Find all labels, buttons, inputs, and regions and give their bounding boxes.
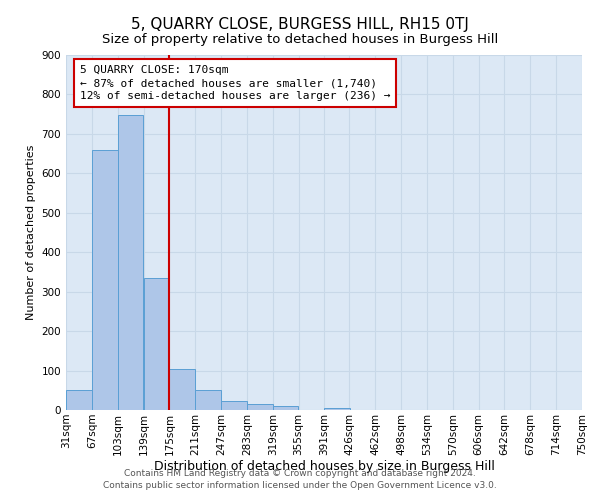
Bar (273, 406, 298, 410)
Text: 5, QUARRY CLOSE, BURGESS HILL, RH15 0TJ: 5, QUARRY CLOSE, BURGESS HILL, RH15 0TJ (131, 18, 469, 32)
Bar (247, 404, 272, 410)
Bar (118, 115, 143, 410)
Bar (169, 368, 195, 410)
Text: Contains HM Land Registry data © Crown copyright and database right 2024.
Contai: Contains HM Land Registry data © Crown c… (103, 468, 497, 490)
Bar (92, 150, 118, 410)
Bar (66, 390, 92, 410)
Y-axis label: Number of detached properties: Number of detached properties (26, 145, 36, 320)
Bar (221, 402, 247, 410)
Bar (195, 390, 221, 410)
X-axis label: Distribution of detached houses by size in Burgess Hill: Distribution of detached houses by size … (154, 460, 494, 473)
Text: 5 QUARRY CLOSE: 170sqm
← 87% of detached houses are smaller (1,740)
12% of semi-: 5 QUARRY CLOSE: 170sqm ← 87% of detached… (80, 65, 390, 102)
Text: Size of property relative to detached houses in Burgess Hill: Size of property relative to detached ho… (102, 32, 498, 46)
Bar (325, 408, 350, 410)
Bar (143, 278, 169, 410)
